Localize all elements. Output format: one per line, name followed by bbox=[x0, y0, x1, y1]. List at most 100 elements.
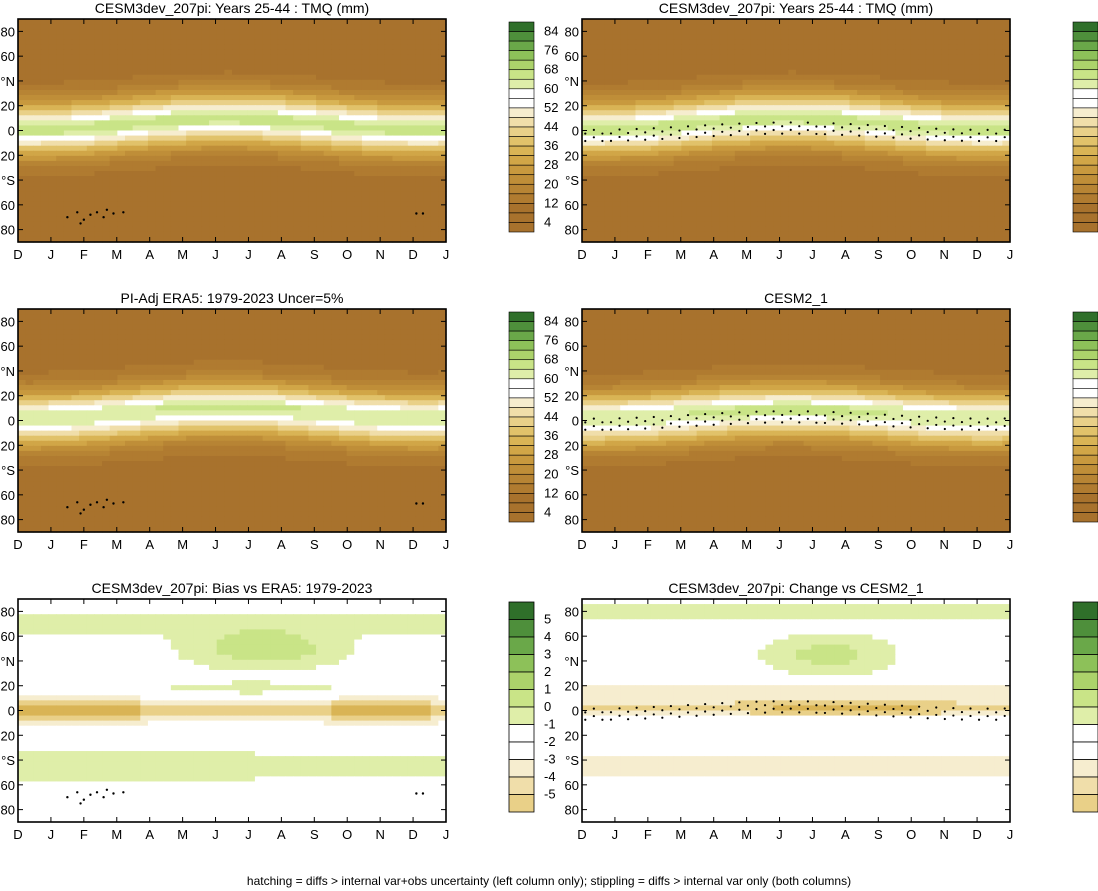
contour-cell bbox=[620, 19, 629, 25]
contour-cell bbox=[841, 105, 851, 111]
contour-cell bbox=[361, 145, 371, 152]
contour-cell bbox=[903, 150, 912, 157]
contour-cell bbox=[415, 226, 424, 233]
contour-cell bbox=[887, 39, 896, 45]
contour-cell bbox=[895, 120, 904, 127]
contour-cell bbox=[270, 89, 279, 96]
contour-cell bbox=[125, 115, 134, 121]
contour-cell bbox=[734, 130, 744, 137]
contour-cell bbox=[48, 49, 57, 56]
contour-cell bbox=[864, 160, 874, 167]
contour-cell bbox=[719, 115, 728, 121]
contour-cell bbox=[155, 84, 164, 91]
contour-cell bbox=[620, 125, 629, 132]
contour-cell bbox=[841, 226, 851, 233]
contour-cell bbox=[727, 206, 736, 213]
contour-cell bbox=[56, 130, 65, 137]
contour-cell bbox=[316, 231, 325, 238]
contour-cell bbox=[48, 89, 57, 96]
contour-cell bbox=[209, 201, 218, 208]
contour-cell bbox=[841, 74, 851, 81]
contour-cell bbox=[750, 176, 759, 182]
contour-cell bbox=[987, 110, 996, 116]
contour-cell bbox=[193, 49, 203, 56]
contour-cell bbox=[293, 206, 302, 213]
contour-cell bbox=[918, 206, 927, 213]
contour-cell bbox=[377, 171, 386, 177]
contour-cell bbox=[262, 226, 271, 233]
contour-cell bbox=[956, 59, 965, 66]
contour-cell bbox=[681, 211, 690, 218]
contour-cell bbox=[400, 140, 409, 147]
contour-cell bbox=[773, 95, 782, 101]
contour-cell bbox=[178, 100, 187, 106]
contour-cell bbox=[948, 216, 958, 223]
contour-cell bbox=[941, 24, 950, 30]
contour-cell bbox=[857, 130, 866, 137]
contour-cell bbox=[423, 165, 432, 172]
contour-cell bbox=[407, 165, 417, 172]
contour-cell bbox=[589, 196, 598, 203]
contour-cell bbox=[650, 105, 660, 111]
contour-cell bbox=[155, 140, 164, 147]
contour-cell bbox=[903, 115, 912, 121]
contour-cell bbox=[765, 206, 774, 213]
contour-cell bbox=[415, 34, 424, 40]
contour-cell bbox=[308, 231, 317, 238]
contour-cell bbox=[620, 140, 629, 147]
contour-cell bbox=[186, 191, 195, 197]
contour-cell bbox=[880, 120, 889, 127]
contour-cell bbox=[56, 29, 65, 35]
contour-cell bbox=[811, 74, 820, 81]
contour-cell bbox=[971, 100, 981, 106]
contour-cell bbox=[331, 201, 340, 208]
contour-cell bbox=[727, 216, 736, 223]
contour-cell bbox=[864, 89, 874, 96]
x-tick-label: A bbox=[277, 247, 286, 262]
contour-cell bbox=[635, 84, 644, 91]
contour-cell bbox=[48, 19, 57, 25]
contour-cell bbox=[673, 196, 682, 203]
contour-cell bbox=[864, 216, 874, 223]
contour-cell bbox=[285, 89, 294, 96]
contour-cell bbox=[109, 221, 118, 228]
contour-cell bbox=[155, 39, 164, 45]
contour-cell bbox=[604, 110, 614, 116]
contour-cell bbox=[86, 181, 96, 187]
contour-cell bbox=[727, 19, 736, 25]
contour-cell bbox=[361, 160, 371, 167]
contour-cell bbox=[971, 89, 981, 96]
contour-cell bbox=[872, 140, 881, 147]
contour-cell bbox=[48, 29, 57, 35]
contour-cell bbox=[933, 49, 942, 56]
contour-cell bbox=[140, 120, 149, 127]
contour-cell bbox=[125, 69, 134, 76]
contour-cell bbox=[193, 110, 203, 116]
contour-cell bbox=[438, 171, 447, 177]
contour-cell bbox=[407, 211, 417, 218]
contour-cell bbox=[620, 176, 629, 182]
contour-cell bbox=[673, 100, 682, 106]
contour-cell bbox=[780, 171, 789, 177]
contour-cell bbox=[323, 135, 332, 142]
contour-cell bbox=[140, 54, 149, 61]
contour-cell bbox=[994, 186, 1003, 192]
contour-cell bbox=[155, 49, 164, 56]
contour-cell bbox=[132, 74, 141, 81]
contour-cell bbox=[757, 160, 767, 167]
contour-cell bbox=[170, 130, 180, 137]
contour-cell bbox=[163, 29, 172, 35]
contour-cell bbox=[94, 59, 103, 66]
contour-cell bbox=[331, 155, 340, 162]
contour-cell bbox=[361, 49, 371, 56]
contour-cell bbox=[94, 176, 103, 182]
contour-cell bbox=[232, 171, 241, 177]
contour-cell bbox=[872, 145, 881, 152]
contour-cell bbox=[948, 206, 958, 213]
contour-cell bbox=[689, 39, 698, 45]
contour-cell bbox=[910, 145, 919, 152]
contour-cell bbox=[40, 34, 50, 40]
contour-cell bbox=[719, 95, 728, 101]
contour-cell bbox=[293, 79, 302, 86]
contour-cell bbox=[147, 24, 157, 30]
